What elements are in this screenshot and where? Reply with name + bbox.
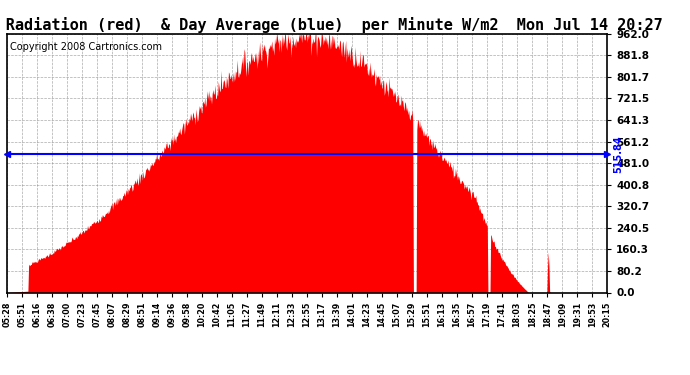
Text: 515.84: 515.84 — [613, 135, 623, 172]
Text: 515.84: 515.84 — [0, 135, 1, 172]
Text: Copyright 2008 Cartronics.com: Copyright 2008 Cartronics.com — [10, 42, 162, 51]
Title: Solar Radiation (red)  & Day Average (blue)  per Minute W/m2  Mon Jul 14 20:27: Solar Radiation (red) & Day Average (blu… — [0, 16, 663, 33]
